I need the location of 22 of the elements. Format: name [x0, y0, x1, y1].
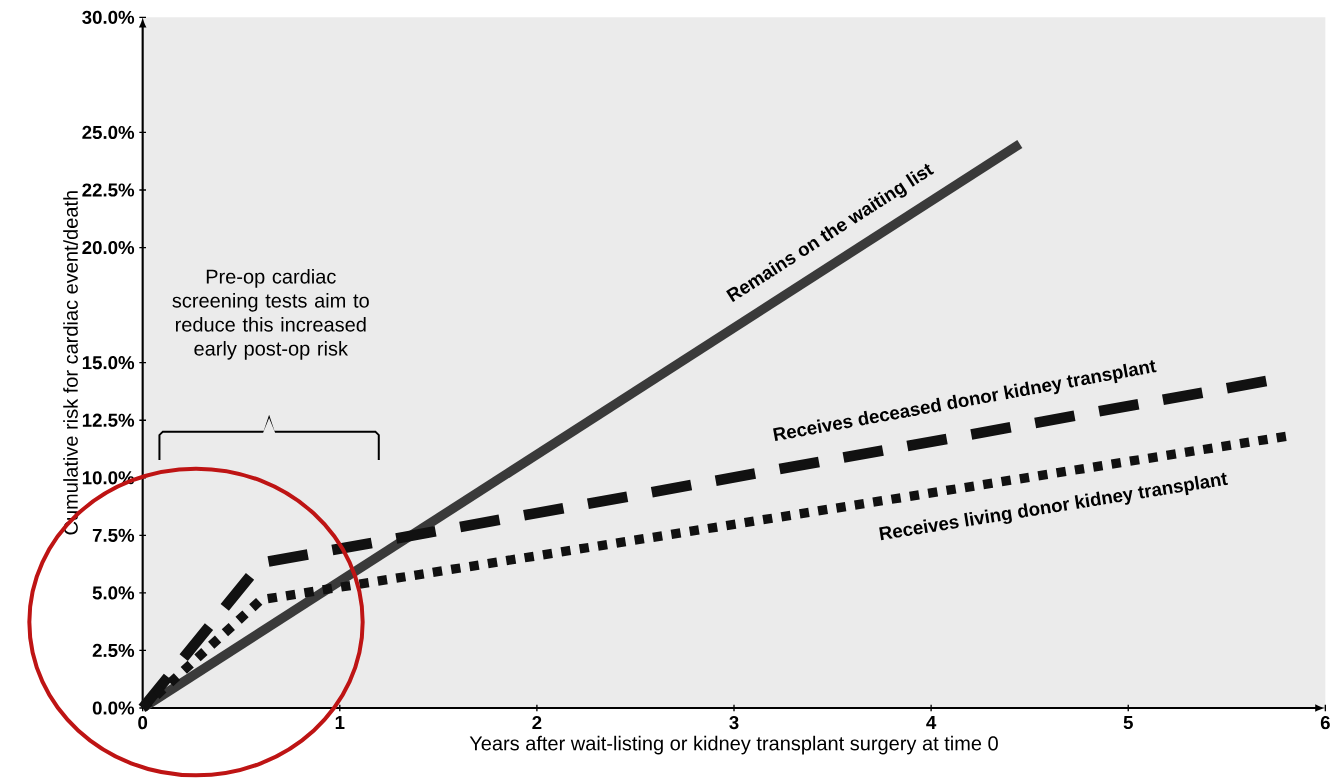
y-tick-label: 12.5% [82, 413, 135, 427]
x-tick-label: 1 [335, 716, 345, 729]
y-tick-label: 0.0% [92, 701, 135, 715]
text: Receives deceased donor kidney transplant [773, 360, 1157, 442]
y-tick-label: 2.5% [92, 643, 135, 658]
y-tick-label: 15.0% [82, 356, 135, 370]
x-tick-label: 4 [926, 716, 937, 729]
y-tick-label: 7.5% [92, 528, 135, 542]
y-tick-label: 25.0% [82, 125, 135, 140]
x-tick-label: 0 [138, 716, 148, 730]
x-tick-label: 6 [1320, 716, 1330, 730]
y-axis-title: Cumulative risk for cardiac event/death [63, 191, 78, 535]
y-tick-label: 20.0% [82, 240, 135, 255]
text: Receives living donor kidney transplant [879, 472, 1228, 541]
y-tick-label: 30.0% [82, 10, 135, 24]
x-tick-label: 2 [532, 716, 542, 730]
x-tick-label: 3 [729, 716, 739, 730]
x-tick-label: 5 [1123, 716, 1133, 730]
y-tick-label: 22.5% [82, 183, 135, 197]
x-axis-title: Years after wait-listing or kidney transplant surgery at time 0 [469, 735, 998, 755]
annotation: Pre-op cardiac screening tests aim to reduce this increased early post-op risk [172, 269, 369, 360]
y-tick-label: 5.0% [92, 586, 135, 600]
